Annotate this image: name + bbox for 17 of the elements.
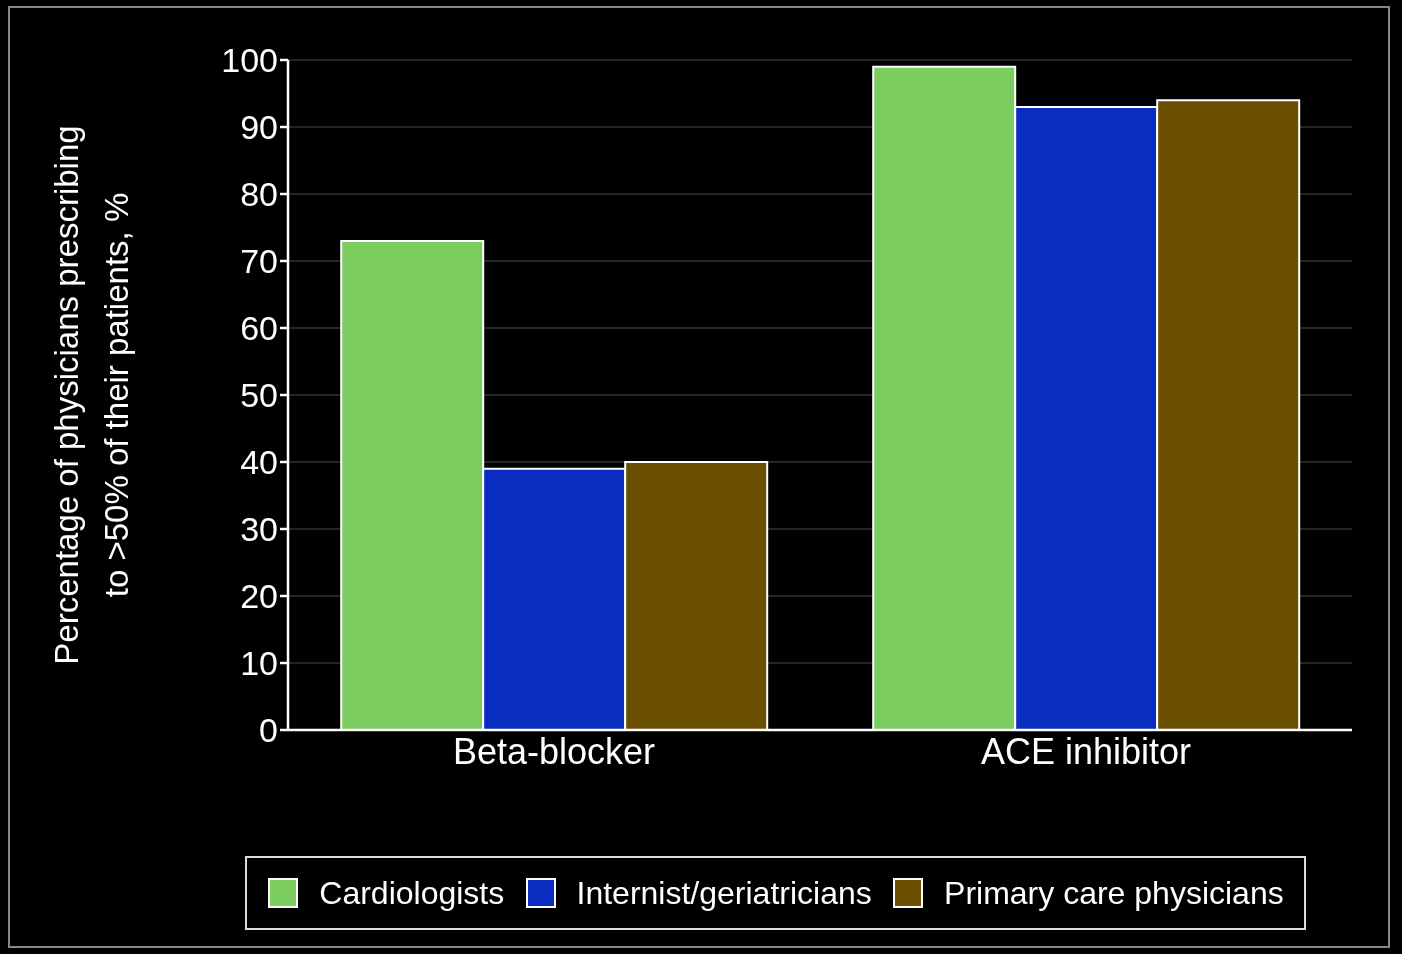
y-tick-label: 100 xyxy=(221,41,278,80)
y-tick-label: 20 xyxy=(240,577,278,616)
x-tick-label: Beta-blocker xyxy=(452,730,656,772)
x-tick-label: ACE inhibitor xyxy=(980,730,1192,772)
legend-label: Primary care physicians xyxy=(943,874,1284,912)
y-axis-title: Percentage of physicians prescribing to >50% of their patients, % xyxy=(48,125,135,665)
y-tick-label: 60 xyxy=(240,309,278,348)
y-tick-label: 40 xyxy=(240,443,278,482)
legend-label: Cardiologists xyxy=(318,874,505,912)
y-tick-label: 0 xyxy=(259,711,278,750)
y-tick-label: 10 xyxy=(240,644,278,683)
y-tick-label: 90 xyxy=(240,108,278,147)
legend-label: Internist/geriatricians xyxy=(575,874,872,912)
y-tick-label: 50 xyxy=(240,376,278,415)
y-tick-label: 70 xyxy=(240,242,278,281)
y-tick-label: 80 xyxy=(240,175,278,214)
y-tick-label: 30 xyxy=(240,510,278,549)
